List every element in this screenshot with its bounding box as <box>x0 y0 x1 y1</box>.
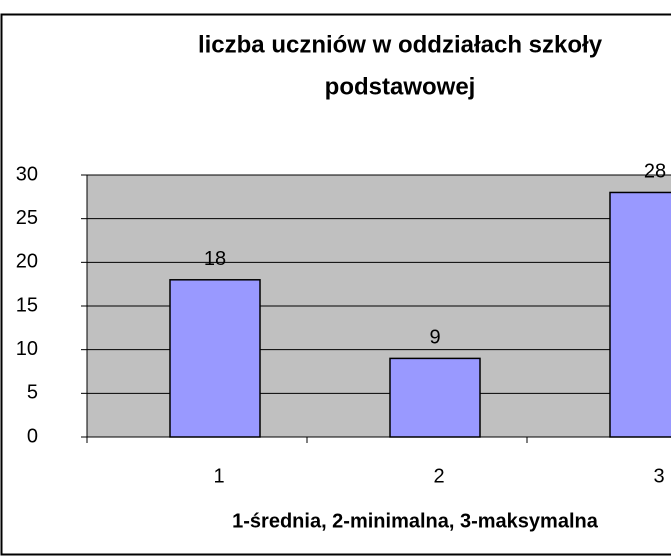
x-axis-label: 1-średnia, 2-minimalna, 3-maksymalna <box>232 510 599 532</box>
x-tick-label: 1 <box>213 465 224 487</box>
y-tick-label: 5 <box>27 382 38 404</box>
chart-title: liczba uczniów w oddziałach szkoły <box>198 31 603 58</box>
data-label: 9 <box>429 327 440 349</box>
chart-title: podstawowej <box>325 73 476 100</box>
y-tick-label: 15 <box>16 294 38 316</box>
bar <box>169 279 261 438</box>
bar <box>389 357 481 438</box>
x-tick-label: 2 <box>433 465 444 487</box>
data-label: 18 <box>204 248 226 270</box>
y-tick-label: 30 <box>16 163 38 185</box>
y-tick-label: 20 <box>16 251 38 273</box>
y-tick-label: 25 <box>16 207 38 229</box>
x-tick-label: 3 <box>653 465 664 487</box>
data-label: 28 <box>644 161 666 183</box>
y-tick-label: 0 <box>27 425 38 447</box>
bar <box>609 191 671 438</box>
y-tick-label: 10 <box>16 338 38 360</box>
